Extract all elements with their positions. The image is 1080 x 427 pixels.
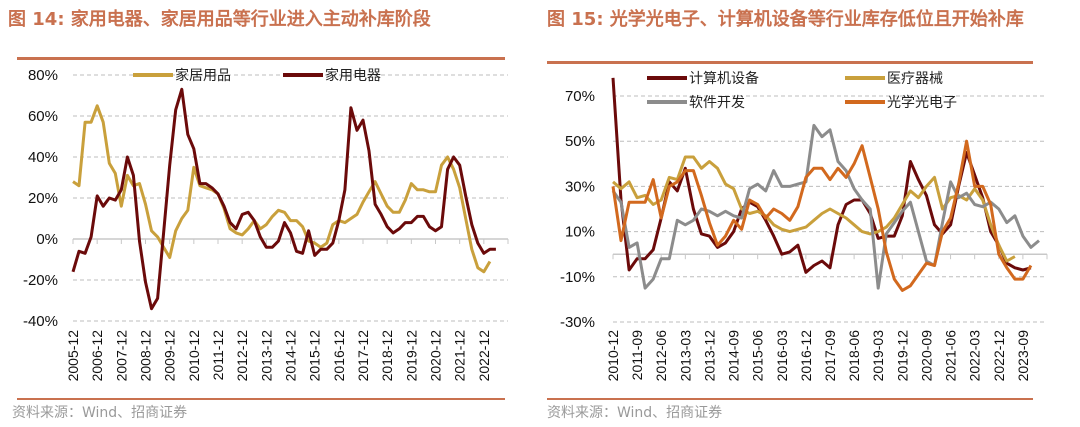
x-tick-label: 2013-03 bbox=[677, 330, 693, 382]
x-tick-label: 2011-09 bbox=[629, 330, 645, 381]
source-note: 资料来源：Wind、招商证券 bbox=[12, 405, 188, 421]
x-tick-label: 2022-12 bbox=[476, 330, 492, 382]
legend-label: 光学光电子 bbox=[887, 95, 957, 111]
x-tick-label: 2017-12 bbox=[355, 330, 371, 382]
x-tick-label: 2010-12 bbox=[186, 330, 202, 382]
title-rule bbox=[547, 61, 1033, 64]
series-line-0 bbox=[611, 77, 1032, 274]
x-tick-label: 2014-09 bbox=[726, 330, 742, 382]
y-tick-label: 20% bbox=[28, 190, 58, 207]
x-tick-label: 2007-12 bbox=[113, 330, 129, 382]
x-tick-label: 2013-12 bbox=[701, 330, 717, 382]
x-tick-label: 2022-12 bbox=[991, 330, 1007, 382]
series-line-3 bbox=[611, 139, 1033, 292]
y-tick-label: 30% bbox=[565, 178, 595, 195]
x-tick-label: 2009-12 bbox=[162, 330, 178, 382]
x-tick-label: 2016-12 bbox=[798, 330, 814, 382]
y-tick-label: 40% bbox=[28, 149, 58, 166]
x-tick-label: 2021-06 bbox=[943, 330, 959, 382]
x-tick-label: 2019-12 bbox=[403, 330, 419, 382]
source-note: 资料来源：Wind、招商证券 bbox=[547, 405, 723, 421]
y-tick-label: 10% bbox=[565, 224, 595, 241]
y-tick-label: -30% bbox=[560, 314, 595, 331]
x-tick-label: 2021-12 bbox=[452, 330, 468, 382]
x-tick-label: 2019-03 bbox=[870, 330, 886, 382]
line-chart-left: 80% 60% 40% 20% 0% -20% -40% 2005-12 2006-12 2007… bbox=[23, 67, 509, 382]
legend-label: 家居用品 bbox=[175, 67, 231, 84]
source-rule bbox=[547, 398, 1033, 400]
x-tick-label: 2005-12 bbox=[65, 330, 81, 382]
x-tick-label: 2018-12 bbox=[379, 330, 395, 382]
x-tick-label: 2022-03 bbox=[967, 330, 983, 382]
x-tick-label: 2023-09 bbox=[1015, 330, 1031, 382]
x-tick-label: 2019-12 bbox=[894, 330, 910, 382]
legend-label: 软件开发 bbox=[689, 95, 745, 111]
line-chart-right: 70% 50% 30% 10% -10% -30% 2010-12 2011-09 2012-0… bbox=[560, 70, 1048, 382]
x-tick-label: 2008-12 bbox=[138, 330, 154, 382]
x-tick-label: 2010-12 bbox=[605, 330, 621, 382]
legend-label: 家用电器 bbox=[325, 67, 381, 84]
series-line-1 bbox=[71, 87, 496, 311]
x-tick-label: 2017-09 bbox=[822, 330, 838, 382]
y-tick-label: -10% bbox=[560, 269, 595, 286]
x-tick-label: 2020-12 bbox=[428, 330, 444, 382]
title-rule bbox=[17, 57, 505, 60]
x-tick-label: 2012-06 bbox=[653, 330, 669, 382]
y-tick-label: -40% bbox=[23, 313, 58, 330]
x-tick-label: 2020-09 bbox=[918, 330, 934, 382]
chart-title: 图 14: 家用电器、家居用品等行业进入主动补库阶段 bbox=[8, 9, 431, 30]
x-tick-label: 2016-03 bbox=[774, 330, 790, 382]
y-tick-label: 80% bbox=[28, 67, 58, 84]
x-tick-label: 2012-12 bbox=[234, 330, 250, 382]
series-line-2 bbox=[611, 123, 1040, 290]
x-tick-label: 2011-12 bbox=[210, 330, 226, 381]
legend-label: 计算机设备 bbox=[689, 70, 759, 87]
x-tick-label: 2018-06 bbox=[846, 330, 862, 382]
x-tick-label: 2015-06 bbox=[750, 330, 766, 382]
y-tick-label: 50% bbox=[565, 133, 595, 150]
x-tick-label: 2015-12 bbox=[307, 330, 323, 382]
y-tick-label: 0% bbox=[36, 231, 58, 248]
source-rule bbox=[17, 398, 505, 400]
x-tick-label: 2014-12 bbox=[283, 330, 299, 382]
y-tick-label: 60% bbox=[28, 108, 58, 125]
x-tick-label: 2016-12 bbox=[331, 330, 347, 382]
x-tick-label: 2006-12 bbox=[89, 330, 105, 382]
y-tick-label: -20% bbox=[23, 272, 58, 289]
y-tick-label: 70% bbox=[565, 88, 595, 105]
chart-panel-right: 图 15: 光学光电子、计算机设备等行业库存低位且开始补库 70% 50% 30% 1… bbox=[540, 0, 1080, 427]
chart-title: 图 15: 光学光电子、计算机设备等行业库存低位且开始补库 bbox=[547, 9, 1024, 30]
legend-label: 医疗器械 bbox=[887, 71, 943, 87]
chart-panel-left: 图 14: 家用电器、家居用品等行业进入主动补库阶段 80% 60% 40% 20% 0… bbox=[8, 9, 509, 421]
x-tick-label: 2013-12 bbox=[258, 330, 274, 382]
series-line-0 bbox=[72, 104, 492, 274]
